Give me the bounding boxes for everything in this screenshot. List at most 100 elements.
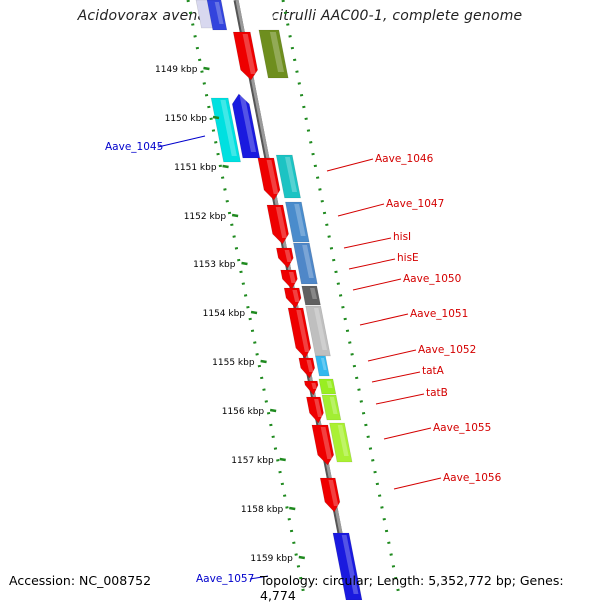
leader-line <box>367 349 417 362</box>
gene-label-layer: Aave_1045 Aave_1046 Aave_1047 hisI hisE Aave_… <box>105 135 502 585</box>
gene-label[interactable]: Aave_1055 <box>433 422 491 434</box>
feature-aave-1047-blue[interactable] <box>285 201 310 243</box>
feature-hisE-blue-shade <box>302 245 314 278</box>
feature-aave-1050-red-shade <box>292 290 300 302</box>
feature-aave-1056-red[interactable] <box>319 477 341 513</box>
feature-aave-1052-blue[interactable] <box>315 355 330 377</box>
feature-aave-1052-red[interactable] <box>298 357 316 379</box>
gene-label[interactable]: Aave_1047 <box>386 198 444 210</box>
feature-aave-1046-red[interactable] <box>257 157 281 201</box>
gene-label[interactable]: tatA <box>422 365 445 377</box>
feature-aave-1055-green-shade <box>337 425 349 456</box>
gene-label[interactable]: tatB <box>426 387 448 399</box>
leader-line <box>393 477 442 490</box>
feature-olive-shade <box>269 32 285 72</box>
feature-aave-1055-red[interactable] <box>311 424 335 466</box>
tick-label: 1152 kbp <box>184 212 227 222</box>
tick-mark <box>231 213 239 218</box>
feature-aave-1055-red-shade <box>320 427 333 459</box>
tick-mark <box>260 359 267 364</box>
gene-label[interactable]: Aave_1050 <box>403 273 461 285</box>
feature-tatA-red-shade <box>311 383 317 389</box>
tick-label: 1154 kbp <box>203 309 246 319</box>
feature-tatB-red-shade <box>314 399 323 417</box>
leader-line <box>359 313 409 326</box>
kbp-ruler: 1149 kbp 1150 kbp 1151 kbp 1152 kbp 1153 kbp… <box>155 65 306 564</box>
leader-line <box>348 258 396 270</box>
feature-aave-1045-blue[interactable] <box>231 93 261 159</box>
tick-label: 1158 kbp <box>241 505 284 515</box>
feature-hisE-blue[interactable] <box>293 242 318 285</box>
feature-top-blue-shade <box>214 2 224 24</box>
leader-line <box>352 278 402 291</box>
feature-aave-1057-blue[interactable] <box>332 532 363 600</box>
feature-aave-1057-blue-shade <box>341 535 359 594</box>
tick-label: 1159 kbp <box>250 554 293 564</box>
feature-tatA-red[interactable] <box>303 380 319 396</box>
feature-aave-1050-gray-shade <box>310 288 318 299</box>
feature-aave-1046-teal[interactable] <box>275 154 301 199</box>
tick-label: 1149 kbp <box>155 65 198 75</box>
accession-text: Accession: NC_008752 <box>9 573 152 588</box>
feature-aave-1045-cyan[interactable] <box>210 97 241 163</box>
topology-summary: Topology: circular; Length: 5,352,772 bp… <box>260 573 564 603</box>
tick-mark <box>203 66 210 71</box>
feature-hisI-red[interactable] <box>275 247 294 269</box>
feature-tatA-green-shade <box>326 381 333 388</box>
leader-line <box>337 203 385 217</box>
feature-aave-1052-red-shade <box>306 360 314 372</box>
tick-mark <box>289 506 296 511</box>
tick-label: 1155 kbp <box>212 358 255 368</box>
tick-label: 1150 kbp <box>165 114 208 124</box>
tick-label: 1153 kbp <box>193 260 236 270</box>
feature-aave-1050-gray[interactable] <box>301 285 321 306</box>
feature-top-blue[interactable] <box>206 0 228 31</box>
feature-tatB-green-shade <box>329 397 338 414</box>
tick-mark <box>298 555 306 560</box>
feature-aave-1046-red-shade <box>266 160 279 194</box>
feature-aave-1047-red[interactable] <box>266 204 289 245</box>
gene-label[interactable]: hisE <box>397 252 419 264</box>
feature-aave-1045-blue-shade <box>239 96 257 152</box>
gene-label[interactable]: hisI <box>393 231 411 243</box>
gene-label[interactable]: Aave_1052 <box>418 344 476 356</box>
tick-mark <box>212 115 220 120</box>
feature-aave-1055-green[interactable] <box>329 422 353 463</box>
gene-label[interactable]: Aave_1045 <box>105 141 163 153</box>
tick-mark <box>222 164 229 169</box>
feature-tatB-green[interactable] <box>321 394 342 421</box>
feature-track <box>195 0 363 600</box>
leader-line <box>383 427 432 440</box>
feature-aave-1047-blue-shade <box>294 204 306 236</box>
gene-label[interactable]: Aave_1057 <box>196 573 254 585</box>
leader-line <box>249 575 269 580</box>
feature-hise-red-shade <box>288 272 296 283</box>
tick-mark <box>269 408 277 413</box>
leader-line <box>375 393 425 405</box>
feature-aave-1051-red-shade <box>296 310 310 352</box>
tick-label: 1157 kbp <box>231 456 274 466</box>
tick-label: 1156 kbp <box>222 407 265 417</box>
feature-aave-1051-lightgray-shade <box>313 308 327 350</box>
feature-aave-1052-blue-shade <box>320 358 327 370</box>
feature-aave-1056-red-shade <box>328 480 339 506</box>
tick-label: 1151 kbp <box>174 163 217 173</box>
gene-label[interactable]: Aave_1056 <box>443 472 502 484</box>
gene-label[interactable]: Aave_1051 <box>410 308 468 320</box>
feature-red-a-shade <box>242 34 256 74</box>
feature-tatB-red[interactable] <box>306 396 324 424</box>
map-title: Acidovorax avenae subsp. citrulli AAC00-… <box>77 8 523 24</box>
feature-olive[interactable] <box>258 29 289 79</box>
feature-aave-1051-red[interactable] <box>287 307 312 359</box>
leader-line <box>343 237 392 249</box>
gene-label[interactable]: Aave_1046 <box>375 153 434 165</box>
leader-line <box>371 371 421 383</box>
feature-aave-1050-red[interactable] <box>283 287 302 309</box>
feature-aave-1051-lightgray[interactable] <box>305 305 331 357</box>
feature-tatA-green[interactable] <box>318 378 337 395</box>
feature-aave-1047-red-shade <box>275 207 288 238</box>
feature-hise-red[interactable] <box>280 269 298 290</box>
leader-line <box>326 158 374 172</box>
feature-red-a[interactable] <box>232 31 258 81</box>
